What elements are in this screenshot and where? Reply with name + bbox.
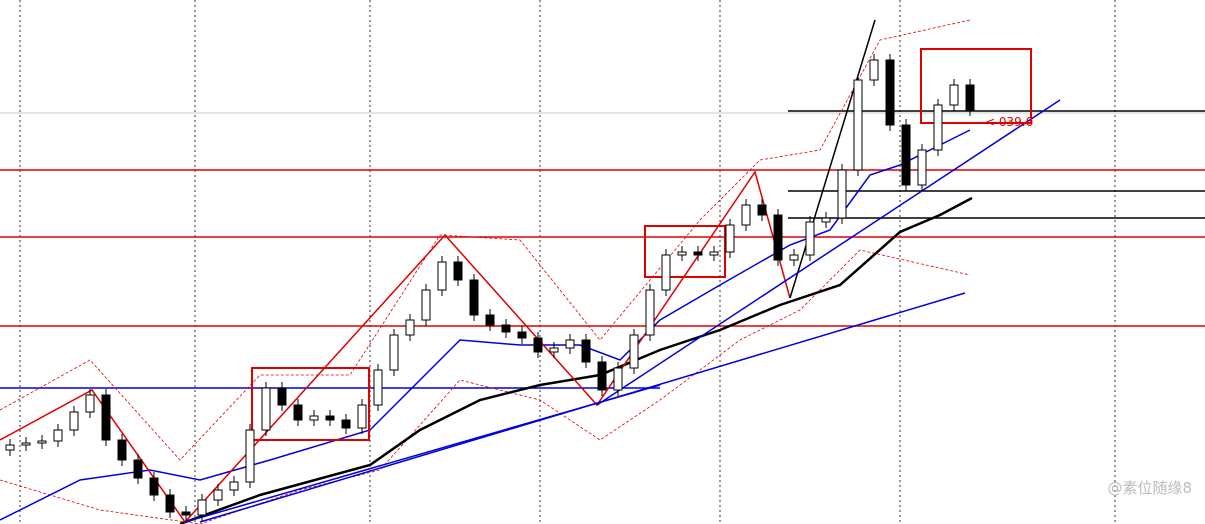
candle-body (789, 254, 799, 261)
candle-body (533, 337, 543, 353)
moving-averages (0, 129, 973, 524)
candle-body (101, 394, 111, 441)
candle-body (133, 459, 143, 479)
grid (19, 0, 1116, 524)
candle-body (341, 419, 351, 429)
watermark: @素位随缘8 (1107, 479, 1192, 497)
candle-body (821, 217, 831, 223)
candle-body (629, 334, 639, 369)
candle-body (325, 415, 335, 421)
candle-body (901, 124, 911, 186)
candle-body (645, 289, 655, 336)
candle-body (437, 261, 447, 291)
candle-body (181, 511, 191, 516)
candle-body (405, 319, 415, 336)
candle-body (565, 339, 575, 349)
candle-body (85, 394, 95, 413)
candle-body (373, 369, 383, 406)
candles (5, 54, 975, 521)
candle-body (549, 347, 559, 353)
candle-body (757, 204, 767, 216)
candle-body (741, 204, 751, 226)
candle-body (773, 214, 783, 261)
candle-body (149, 477, 159, 496)
candle-body (421, 289, 431, 321)
candle-body (933, 104, 943, 151)
candle-body (677, 251, 687, 256)
candle-body (357, 404, 367, 429)
candle-body (293, 404, 303, 421)
candle-body (117, 439, 127, 461)
candle-body (869, 59, 879, 81)
candle-body (501, 324, 511, 333)
candle-body (485, 314, 495, 326)
candle-body (581, 339, 591, 363)
candle-body (469, 279, 479, 316)
candle-body (613, 367, 623, 391)
candle-body (597, 361, 607, 391)
candle-body (213, 489, 223, 501)
candle-body (661, 254, 671, 291)
bands (0, 19, 971, 524)
candle-body (837, 169, 847, 219)
candle-body (69, 411, 79, 431)
candle-body (949, 84, 959, 106)
candle-body (853, 79, 863, 171)
candle-body (517, 331, 527, 339)
candle-body (261, 387, 271, 431)
levels (0, 110, 1205, 389)
candle-body (229, 481, 239, 491)
candle-body (5, 444, 15, 451)
candle-body (965, 84, 975, 111)
candle-body (245, 429, 255, 483)
candle-body (277, 387, 287, 406)
candle-body (21, 442, 31, 446)
candle-body (917, 149, 927, 186)
price-label: < 039.0 (985, 115, 1033, 129)
candle-body (725, 224, 735, 253)
candle-body (453, 261, 463, 281)
trend-lines (0, 19, 1061, 524)
candle-body (805, 221, 815, 256)
candle-body (709, 251, 719, 256)
boxes (251, 48, 1032, 441)
candle-body (885, 59, 895, 126)
candle-body (197, 499, 207, 516)
candle-body (389, 334, 399, 371)
candle-body (693, 251, 703, 256)
candle-body (37, 440, 47, 444)
candle-body (53, 429, 63, 442)
candle-body (309, 415, 319, 421)
candle-body (165, 494, 175, 513)
